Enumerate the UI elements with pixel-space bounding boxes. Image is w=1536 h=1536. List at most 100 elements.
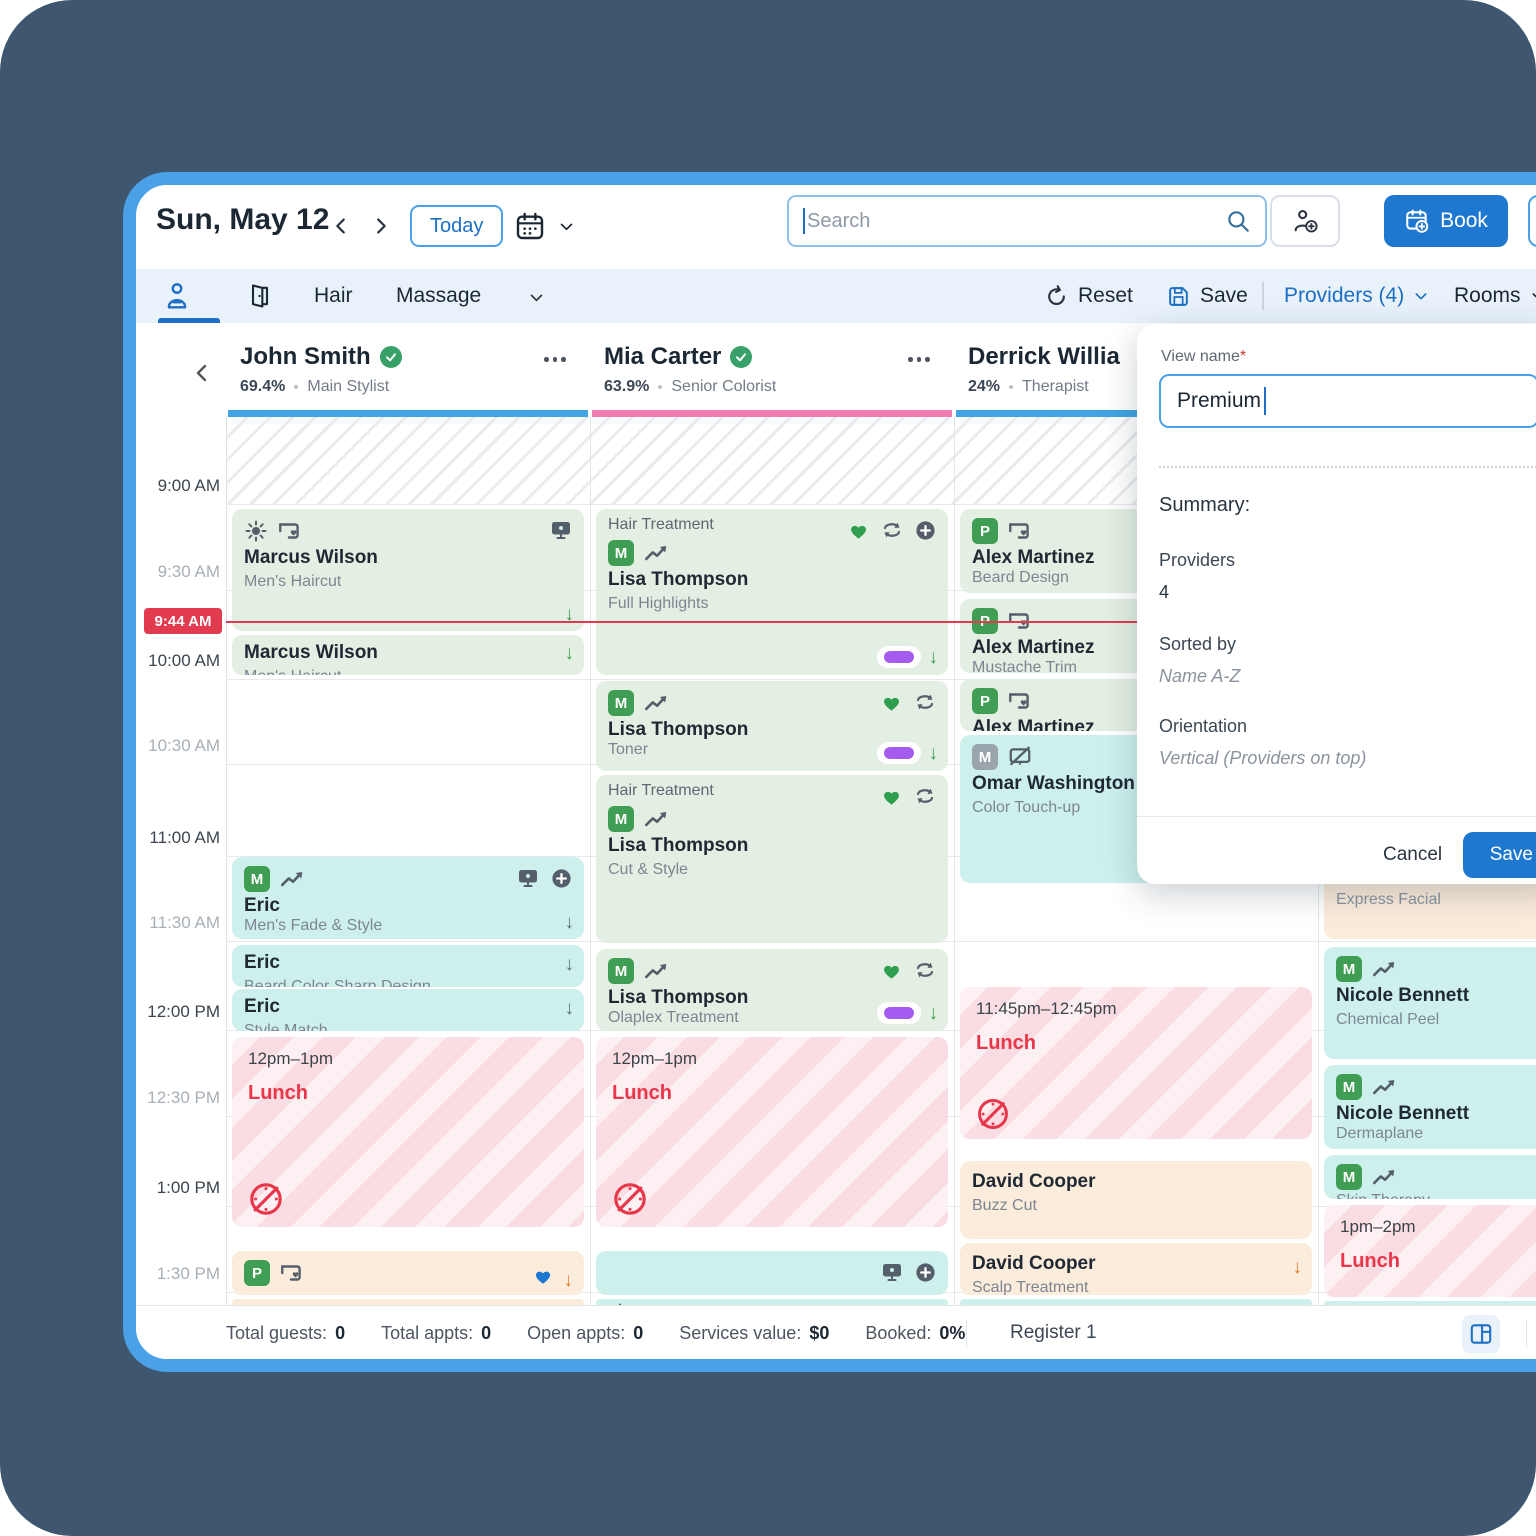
sun-icon	[244, 519, 268, 543]
book-button[interactable]: Book	[1384, 195, 1508, 247]
trending-chart-icon	[643, 540, 669, 566]
appointment-skin-therapy[interactable]: M Skin Therapy	[1324, 1155, 1536, 1199]
trending-chart-icon	[279, 866, 305, 892]
provider-column-header-mia[interactable]: Mia Carter 63.9% Senior Colorist	[604, 343, 777, 395]
appointment-cyan-1[interactable]	[596, 1251, 948, 1295]
current-time-badge: 9:44 AM	[144, 608, 222, 634]
appointment-cyan-sliver[interactable]	[1324, 1301, 1536, 1305]
summary-orientation-value: Vertical (Providers on top)	[1159, 748, 1367, 768]
lunch-block-john[interactable]: 12pm–1pm Lunch	[232, 1037, 584, 1227]
prev-day-icon[interactable]	[330, 215, 352, 237]
card-heart-icon	[1007, 688, 1033, 714]
monitor-icon	[516, 866, 540, 890]
arrow-down-icon: ↓	[564, 604, 575, 625]
repeat-icon	[880, 518, 904, 542]
calendar-icon[interactable]	[514, 210, 546, 242]
appointment-peach-sliver[interactable]	[232, 1299, 584, 1305]
appointment-lisa-1[interactable]: Hair Treatment M Lisa Thompson Full High…	[596, 509, 948, 675]
today-button[interactable]: Today	[410, 205, 504, 247]
arrow-down-icon: ↓	[928, 1002, 939, 1024]
toolbar-divider	[1262, 282, 1264, 310]
appointment-cyan-sliver[interactable]	[596, 1299, 948, 1305]
appointment-lisa-4[interactable]: M Lisa Thompson Olaplex Treatment ↓	[596, 949, 948, 1031]
trending-chart-icon	[1371, 1164, 1397, 1190]
provider-column-header-derrick[interactable]: Derrick Willia 24% Therapist	[968, 343, 1120, 395]
booked-pct: Booked: 0%	[865, 1322, 966, 1343]
appointment-nicole-2[interactable]: M Nicole Bennett Dermaplane	[1324, 1065, 1536, 1149]
total-appts: Total appts: 0	[381, 1322, 492, 1343]
footer-divider	[1526, 1319, 1527, 1347]
provider-column-header-john[interactable]: John Smith 69.4% Main Stylist	[240, 343, 402, 396]
layout-toggle-button[interactable]	[1462, 1315, 1500, 1353]
arrow-down-icon: ↓	[563, 1270, 574, 1291]
verified-badge-icon	[730, 346, 753, 368]
collapse-columns-icon[interactable]	[190, 361, 214, 385]
repeat-icon	[913, 958, 937, 982]
tabs-more-icon[interactable]	[528, 289, 545, 306]
membership-badge: M	[608, 540, 634, 566]
trending-chart-icon	[1371, 1074, 1397, 1100]
column-menu-icon[interactable]	[544, 357, 566, 362]
time-label: 9:30 AM	[157, 562, 220, 581]
monitor-slash-icon	[1007, 744, 1033, 770]
time-label: 1:00 PM	[156, 1178, 220, 1197]
register-label[interactable]: Register 1	[1010, 1322, 1097, 1343]
tab-massage[interactable]: Massage	[396, 284, 482, 307]
save-button[interactable]: Save	[1166, 269, 1248, 323]
tab-providers-view[interactable]	[162, 269, 192, 323]
membership-badge: M	[1336, 956, 1362, 982]
appointment-nicole-1[interactable]: M Nicole Bennett Chemical Peel	[1324, 947, 1536, 1059]
membership-badge: M	[608, 690, 634, 716]
clipped-header-button[interactable]	[1528, 195, 1536, 247]
lunch-block-mia[interactable]: 12pm–1pm Lunch	[596, 1037, 948, 1227]
refresh-icon	[1044, 284, 1069, 309]
heart-icon	[880, 691, 903, 714]
appointment-lisa-2[interactable]: M Lisa Thompson Toner ↓	[596, 681, 948, 771]
add-guest-button[interactable]	[1270, 195, 1340, 247]
repeat-icon	[913, 690, 937, 714]
calendar-dropdown-icon[interactable]	[558, 218, 575, 235]
blocked-time-icon	[974, 1095, 1012, 1133]
providers-dropdown[interactable]: Providers (4)	[1284, 269, 1429, 323]
membership-badge: M	[608, 806, 634, 832]
door-icon	[246, 282, 274, 310]
appointment-marcus-wilson-1[interactable]: Marcus Wilson Men's Haircut ↓	[232, 509, 584, 631]
search-icon[interactable]	[1225, 208, 1251, 234]
current-date: Sun, May 12	[156, 203, 330, 236]
tab-rooms-view[interactable]	[246, 269, 274, 323]
tab-hair[interactable]: Hair	[314, 284, 353, 307]
next-day-icon[interactable]	[370, 215, 392, 237]
appointment-marcus-wilson-2[interactable]: Marcus Wilson Men's Haircut ↓	[232, 635, 584, 675]
chevron-down-icon	[1530, 288, 1536, 304]
arrow-down-icon: ↓	[928, 742, 939, 764]
appointment-lisa-3[interactable]: Hair Treatment M Lisa Thompson Cut & Sty…	[596, 775, 948, 943]
required-asterisk: *	[1239, 348, 1247, 365]
appointment-eric-3[interactable]: Eric Style Match ↓	[232, 989, 584, 1031]
reset-button[interactable]: Reset	[1044, 269, 1133, 323]
lunch-block-derrick[interactable]: 11:45pm–12:45pm Lunch	[960, 987, 1312, 1139]
view-name-input[interactable]: Premium	[1159, 374, 1536, 428]
arrow-down-icon: ↓	[564, 998, 575, 1019]
rooms-dropdown[interactable]: Rooms	[1454, 269, 1536, 323]
appointment-peach-1[interactable]: P ↓	[232, 1251, 584, 1295]
save-view-button[interactable]: Save view	[1463, 832, 1536, 878]
chevron-down-icon	[1413, 288, 1429, 304]
appointment-eric-2[interactable]: Eric Beard Color Sharp Design ↓	[232, 945, 584, 987]
arrow-down-icon: ↓	[564, 912, 575, 933]
membership-badge: M	[1336, 1074, 1362, 1100]
appointment-eric-1[interactable]: M Eric Men's Fade & Style ↓	[232, 857, 584, 939]
time-label: 1:30 PM	[156, 1264, 220, 1283]
text-caret	[803, 208, 805, 234]
appointment-david-2[interactable]: David Cooper Scalp Treatment ↓	[960, 1243, 1312, 1295]
plus-circle-icon	[914, 1261, 937, 1284]
time-label: 11:00 AM	[149, 828, 220, 847]
cancel-button[interactable]: Cancel	[1383, 844, 1443, 865]
trending-chart-icon	[643, 958, 669, 984]
lunch-block-col4[interactable]: 1pm–2pm Lunch	[1324, 1205, 1536, 1297]
time-label: 10:30 AM	[148, 736, 220, 755]
appointment-david-1[interactable]: David Cooper Buzz Cut	[960, 1161, 1312, 1239]
search-input[interactable]: Search	[787, 195, 1267, 247]
column-menu-icon[interactable]	[908, 357, 930, 362]
appointment-cyan-sliver[interactable]	[960, 1299, 1312, 1305]
arrow-down-icon: ↓	[564, 643, 575, 664]
